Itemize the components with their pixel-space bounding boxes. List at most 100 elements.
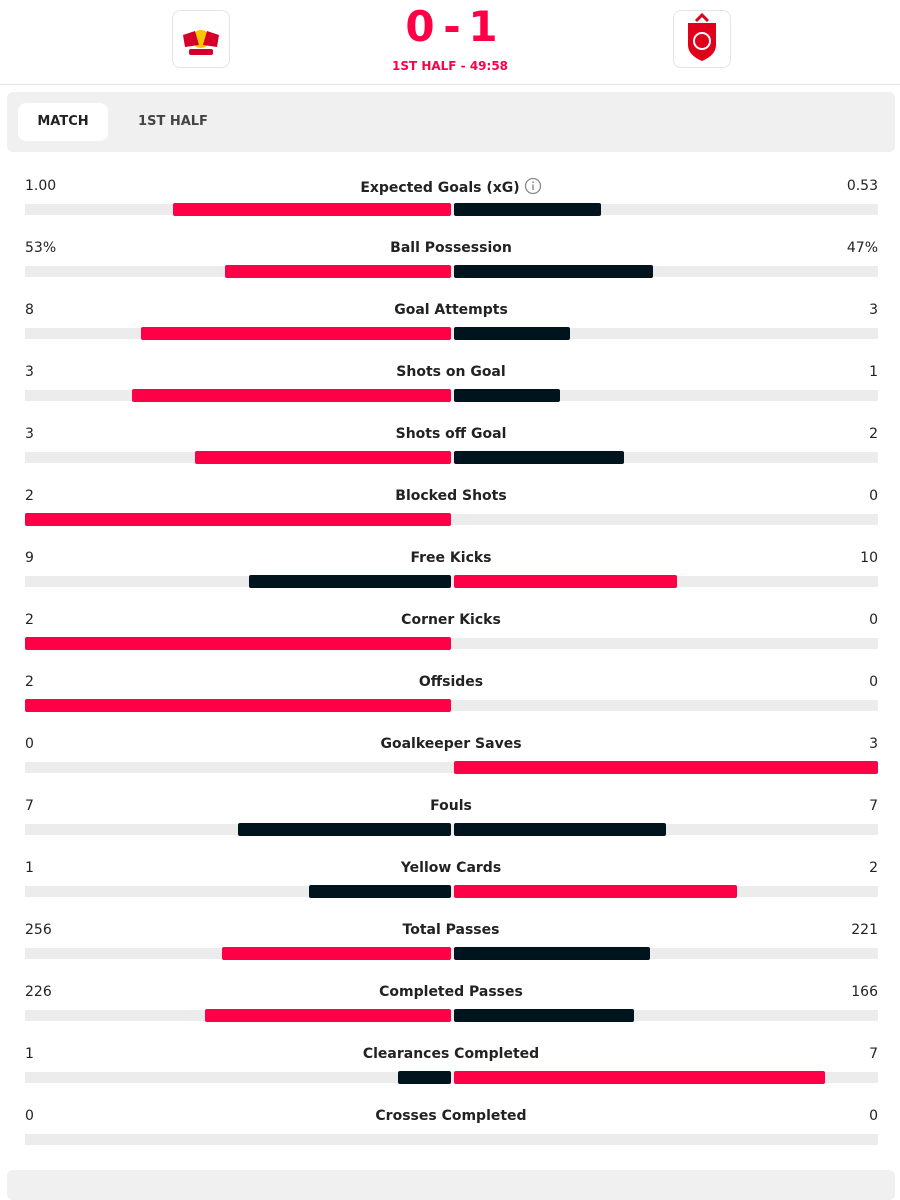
home-bar [25, 637, 451, 650]
bar-track [25, 514, 878, 525]
bar-track [25, 700, 878, 711]
home-bar [195, 451, 451, 464]
home-value: 2 [25, 612, 34, 628]
away-value: 2 [869, 426, 878, 442]
home-bar [131, 389, 451, 402]
away-value: 2 [869, 860, 878, 876]
home-bar [222, 947, 451, 960]
bar-track [25, 390, 878, 401]
home-value: 7 [25, 798, 34, 814]
away-bar [454, 451, 624, 464]
home-bar [397, 1071, 451, 1084]
away-score: 1 [468, 2, 498, 51]
bar-track [25, 1134, 878, 1145]
home-value: 9 [25, 550, 34, 566]
home-value: 0 [25, 736, 34, 752]
bar-track [25, 576, 878, 587]
tab[interactable]: MATCH [18, 103, 108, 141]
stat-name: Shots on Goal [396, 364, 506, 380]
home-bar [249, 575, 451, 588]
home-value: 0 [25, 1108, 34, 1124]
away-bar [454, 575, 678, 588]
stat-name: Expected Goals (xG) [200, 177, 702, 197]
bar-track [25, 638, 878, 649]
away-bar [454, 823, 666, 836]
divider [0, 84, 900, 85]
info-icon[interactable] [524, 177, 542, 195]
stat-name: Fouls [430, 798, 472, 814]
away-value: 3 [869, 302, 878, 318]
home-bar [238, 823, 451, 836]
away-logo-icon [688, 12, 716, 61]
bar-track [25, 328, 878, 339]
away-bar [454, 327, 570, 340]
tab-bar: MATCH 1ST HALF [7, 92, 895, 152]
home-bar [172, 203, 451, 216]
score-separator: - [443, 2, 461, 51]
away-bar [454, 1009, 634, 1022]
home-bar [205, 1009, 451, 1022]
bar-track [25, 1010, 878, 1021]
home-value: 2 [25, 488, 34, 504]
home-bar [309, 885, 451, 898]
home-value: 2 [25, 674, 34, 690]
stat-name: Shots off Goal [395, 426, 507, 442]
bar-track [25, 762, 878, 773]
away-bar [454, 389, 560, 402]
bar-track [25, 266, 878, 277]
away-value: 0 [869, 612, 878, 628]
home-bar [25, 699, 451, 712]
away-value: 221 [851, 922, 878, 938]
away-value: 0 [869, 488, 878, 504]
away-value: 10 [860, 550, 878, 566]
away-value: 7 [869, 1046, 878, 1062]
stat-name: Yellow Cards [400, 860, 502, 876]
stat-name: Crosses Completed [375, 1108, 527, 1124]
bar-track [25, 204, 878, 215]
away-value: 166 [851, 984, 878, 1000]
match-status: 1ST HALF - 49:58 [391, 59, 509, 73]
home-value: 3 [25, 364, 34, 380]
away-bar [454, 947, 651, 960]
tab[interactable]: 1ST HALF [138, 114, 208, 129]
stat-name: Corner Kicks [401, 612, 501, 628]
bar-track [25, 452, 878, 463]
away-value: 7 [869, 798, 878, 814]
stat-name: Blocked Shots [395, 488, 507, 504]
bar-track [25, 824, 878, 835]
away-bar [454, 203, 601, 216]
home-logo-icon [183, 30, 219, 55]
stat-name: Completed Passes [379, 984, 523, 1000]
home-value: 3 [25, 426, 34, 442]
away-logo [673, 10, 731, 68]
away-bar [454, 761, 878, 774]
bar-track [25, 948, 878, 959]
home-value: 256 [25, 922, 52, 938]
home-value: 1.00 [25, 178, 57, 194]
away-value: 0 [869, 1108, 878, 1124]
stat-name: Goalkeeper Saves [380, 736, 522, 752]
away-value: 47% [846, 240, 878, 256]
home-bar [225, 265, 451, 278]
bar-track [25, 1072, 878, 1083]
stat-name: Offsides [418, 674, 484, 690]
away-bar [454, 265, 654, 278]
home-bar [141, 327, 451, 340]
away-value: 0.53 [846, 178, 878, 194]
home-score: 0 [405, 2, 435, 51]
home-value: 8 [25, 302, 34, 318]
next-section [7, 1170, 895, 1200]
home-value: 53% [25, 240, 57, 256]
home-value: 1 [25, 860, 34, 876]
stat-name: Clearances Completed [362, 1046, 540, 1062]
stat-name: Ball Possession [390, 240, 512, 256]
away-bar [454, 885, 737, 898]
bar-track [25, 886, 878, 897]
stat-name: Total Passes [402, 922, 500, 938]
stat-name: Free Kicks [410, 550, 492, 566]
away-value: 0 [869, 674, 878, 690]
stat-name: Goal Attempts [394, 302, 508, 318]
home-logo [172, 10, 230, 68]
home-bar [25, 513, 451, 526]
